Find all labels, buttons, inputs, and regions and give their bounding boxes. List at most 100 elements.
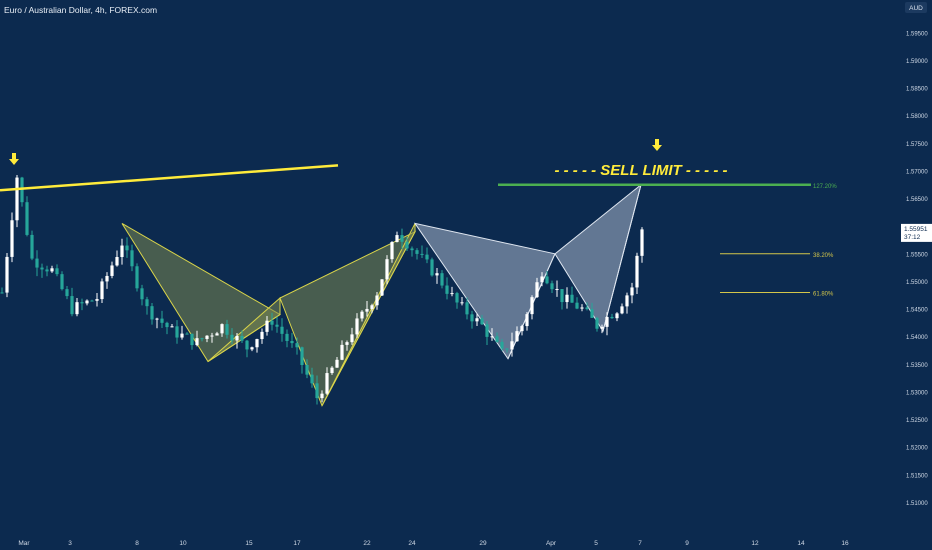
candle-body: [640, 229, 644, 256]
price-tick-label: 1.54500: [906, 308, 928, 314]
candle: [250, 346, 254, 352]
candle-body: [300, 347, 304, 366]
candle-body: [270, 320, 274, 325]
bar-countdown: 37:12: [904, 234, 921, 241]
candle: [470, 310, 474, 329]
candle: [245, 339, 249, 358]
candle-body: [590, 309, 594, 318]
price-tick-label: 1.59000: [906, 59, 928, 65]
candle-body: [90, 300, 94, 302]
candle: [160, 310, 164, 329]
candle-body: [445, 285, 449, 294]
candle: [175, 320, 179, 344]
candle-body: [395, 235, 399, 243]
candle: [110, 261, 114, 279]
current-price-bg: [901, 223, 932, 242]
time-tick-label: 10: [179, 540, 187, 547]
candle-body: [85, 300, 89, 304]
candle-body: [380, 279, 384, 296]
candle: [80, 298, 84, 311]
candle: [235, 332, 239, 349]
candle-body: [510, 341, 514, 350]
candle-body: [10, 220, 14, 257]
candle: [450, 286, 454, 297]
price-tick-label: 1.56500: [906, 197, 928, 203]
candle: [25, 196, 29, 237]
candle-body: [120, 245, 124, 258]
candle-body: [415, 250, 419, 254]
currency-label: AUD: [909, 5, 923, 12]
candle: [265, 316, 269, 336]
price-axis[interactable]: AUD 1.59500 1.59000 1.58500 1.58000 1.57500 1.…: [900, 0, 932, 550]
time-tick-label: Apr: [546, 540, 557, 547]
candle-body: [205, 335, 209, 339]
candle: [290, 332, 294, 348]
candle-body: [615, 313, 619, 319]
candle-body: [295, 343, 299, 348]
candle: [325, 367, 329, 396]
time-axis[interactable]: Mar 3 8 10 15 17 22 24 29 Apr 5 7 9 12 14 16: [18, 540, 849, 547]
candle: [515, 326, 519, 342]
pattern-light-1[interactable]: [413, 222, 556, 360]
candle: [600, 324, 604, 334]
pattern-olive-1[interactable]: [121, 222, 281, 363]
currency-badge[interactable]: AUD: [905, 2, 927, 13]
candle: [5, 253, 9, 298]
candle: [555, 280, 559, 297]
candle-body: [545, 276, 549, 284]
candle: [310, 367, 314, 388]
time-tick-label: 22: [363, 540, 371, 547]
candle: [165, 321, 169, 335]
candle-body: [260, 331, 264, 340]
candle-body: [55, 268, 59, 275]
candle-body: [95, 299, 99, 301]
candle-body: [190, 333, 194, 346]
pattern-light-2[interactable]: [554, 183, 642, 333]
time-tick-label: 29: [479, 540, 487, 547]
candle: [480, 314, 484, 326]
candle: [260, 328, 264, 344]
candle-body: [150, 306, 154, 320]
candle-body: [200, 338, 204, 340]
price-tick-label: 1.51000: [906, 501, 928, 507]
candle: [190, 333, 194, 350]
price-axis-bg: [900, 0, 932, 550]
candle: [560, 288, 564, 310]
trendline[interactable]: [0, 164, 339, 192]
candle-body: [490, 336, 494, 338]
time-tick-label: 24: [408, 540, 416, 547]
candle: [595, 316, 599, 332]
candle: [475, 313, 479, 327]
candle: [195, 330, 199, 347]
time-tick-label: 7: [638, 540, 642, 547]
candle: [60, 271, 64, 291]
candle-body: [550, 283, 554, 290]
candle: [180, 325, 184, 340]
candle: [10, 212, 14, 263]
candle: [395, 231, 399, 243]
candle-body: [35, 258, 39, 268]
price-tick-label: 1.57500: [906, 142, 928, 148]
candle: [155, 317, 159, 329]
candle-body: [315, 383, 319, 399]
candle: [145, 296, 149, 315]
candle: [425, 247, 429, 264]
candle-body: [140, 288, 144, 300]
candle-body: [570, 294, 574, 303]
pattern-olive-2[interactable]: [279, 223, 417, 407]
sell-limit-label: - - - - - SELL LIMIT - - - - -: [554, 162, 727, 179]
price-tick-label: 1.58500: [906, 87, 928, 93]
candle-body: [340, 344, 344, 360]
candle-body: [125, 245, 129, 251]
candle-body: [60, 274, 64, 290]
candle-body: [265, 320, 269, 332]
candle: [95, 293, 99, 307]
candle: [630, 282, 634, 304]
candle: [240, 330, 244, 344]
candle-body: [580, 307, 584, 309]
candle: [330, 366, 334, 375]
candle-body: [180, 333, 184, 338]
